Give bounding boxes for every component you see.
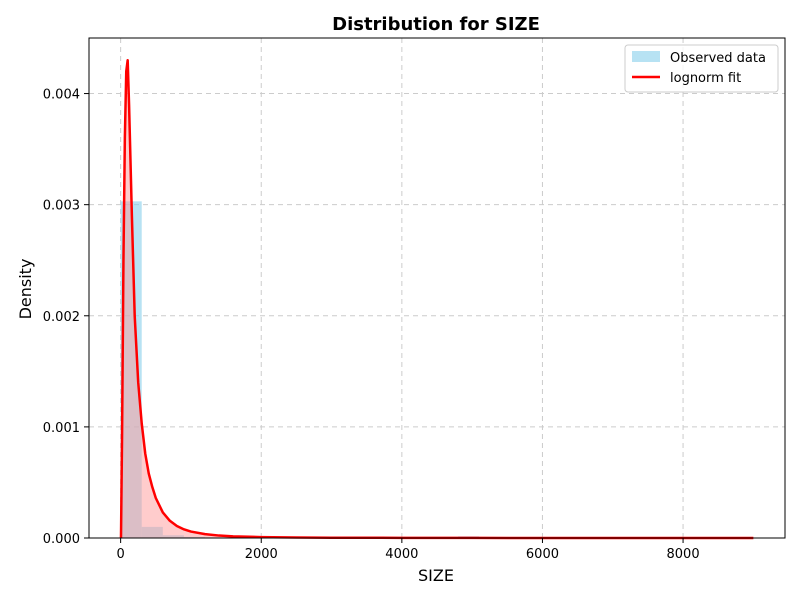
x-tick-label: 2000 <box>245 547 278 562</box>
legend-label-observed: Observed data <box>670 51 766 66</box>
y-tick-label: 0.004 <box>43 88 80 103</box>
y-axis-ticks: 0.000 0.001 0.002 0.003 0.004 <box>43 88 89 547</box>
y-tick-label: 0.001 <box>43 421 80 436</box>
legend-box <box>624 44 779 93</box>
y-tick-label: 0.003 <box>43 199 80 214</box>
x-tick-label: 8000 <box>667 547 700 562</box>
x-tick-label: 0 <box>116 547 124 562</box>
x-tick-label: 4000 <box>385 547 418 562</box>
legend: Observed data lognorm fit <box>624 44 779 93</box>
y-axis-label: Density <box>16 259 35 320</box>
x-tick-label: 6000 <box>526 547 559 562</box>
y-tick-label: 0.002 <box>43 310 80 325</box>
plot-frame <box>88 37 786 539</box>
y-tick-label: 0.000 <box>43 532 80 547</box>
legend-swatch-observed <box>632 51 660 62</box>
x-axis-label: SIZE <box>418 566 454 585</box>
chart-title: Distribution for SIZE <box>332 14 540 35</box>
legend-label-fit: lognorm fit <box>670 71 741 86</box>
x-axis-ticks: 0 2000 4000 6000 8000 <box>116 538 700 562</box>
